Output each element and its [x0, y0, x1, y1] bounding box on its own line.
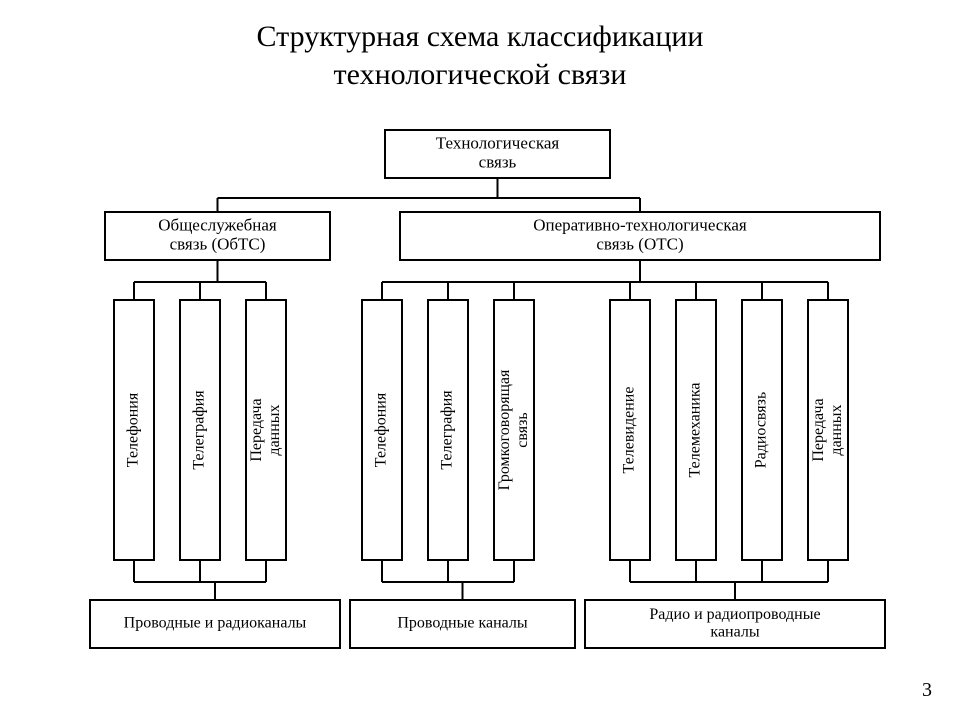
l2-left-box-label2: связь (ОбТС) [170, 234, 266, 253]
l2-right-box-label1: Оперативно-технологическая [533, 216, 747, 235]
vbox-6-label: Телевидение [621, 387, 638, 474]
diagram-svg: ТехнологическаясвязьОбщеслужебнаясвязь (… [0, 0, 960, 720]
vbox-7-label: Телемеханика [687, 382, 704, 477]
bottom-c-l2: каналы [710, 623, 759, 640]
vbox-3-label: Телефония [373, 392, 390, 467]
l2-left-box-label1: Общеслужебная [158, 216, 277, 235]
vbox-4-label: Телеграфия [439, 390, 456, 470]
bottom-a-l1: Проводные и радиоканалы [124, 615, 307, 632]
vbox-1-label: Телеграфия [191, 390, 208, 470]
bottom-b-l1: Проводные каналы [397, 615, 528, 632]
vbox-2-label: Передачаданных [248, 398, 283, 461]
vbox-9-label: Передачаданных [810, 398, 845, 461]
page: Структурная схема классификации технолог… [0, 0, 960, 720]
vbox-8-label: Радиосвязь [753, 392, 770, 469]
bottom-c-l1: Радио и радиопроводные [649, 606, 820, 623]
l2-right-box-label2: связь (ОТС) [596, 234, 683, 253]
page-number: 3 [922, 679, 932, 702]
root-box-label1: Технологическая [436, 134, 560, 153]
vbox-0-label: Телефония [125, 392, 142, 467]
root-box-label2: связь [479, 152, 517, 171]
